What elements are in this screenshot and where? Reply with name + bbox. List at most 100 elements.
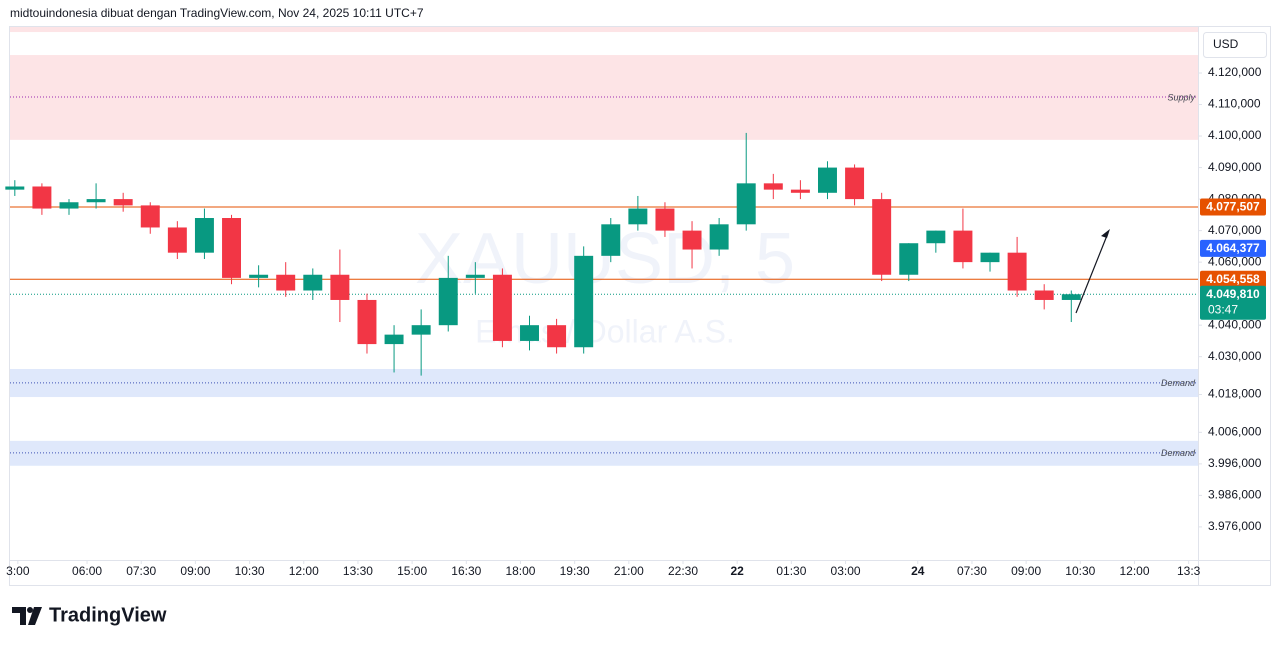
header: midtouindonesia dibuat dengan TradingVie… — [10, 6, 424, 20]
x-tick-label: 3:00 — [6, 564, 30, 578]
price-label-bg — [1200, 198, 1266, 216]
countdown: 03:47 — [1208, 302, 1238, 316]
y-tick-label: 4.018,000 — [1208, 387, 1262, 401]
zone-label: Supply — [1167, 92, 1195, 102]
x-tick-label: 10:30 — [1065, 564, 1095, 578]
y-tick-label: 4.100,000 — [1208, 128, 1262, 142]
candle-body — [384, 334, 404, 345]
zone — [10, 27, 1198, 33]
y-tick-label: 4.040,000 — [1208, 317, 1262, 331]
candle-body — [140, 205, 160, 228]
logo — [12, 607, 42, 625]
candle-body — [520, 325, 539, 341]
candle-body — [872, 199, 892, 275]
candle-body — [1007, 252, 1027, 291]
candle-body — [330, 274, 350, 300]
x-tick-label: 09:00 — [1011, 564, 1041, 578]
candle-body — [438, 277, 458, 326]
x-tick-label: 12:00 — [1119, 564, 1149, 578]
candle-body — [194, 218, 214, 253]
candle-body — [655, 208, 675, 231]
candle-body — [601, 224, 621, 256]
x-tick-label: 03:00 — [831, 564, 861, 578]
x-tick-label: 10:30 — [235, 564, 265, 578]
arrow-head — [1101, 229, 1110, 238]
candle-body — [222, 218, 242, 278]
candle-body — [303, 274, 323, 291]
candle-body — [628, 208, 648, 225]
logo-dot — [27, 607, 33, 613]
x-tick-label: 22 — [731, 564, 745, 578]
candle-body — [59, 202, 79, 209]
candle-body — [465, 274, 485, 278]
candle-body — [167, 227, 187, 253]
logo-mark — [28, 607, 42, 625]
x-tick-label: 24 — [911, 564, 925, 578]
brand: TradingView — [49, 604, 167, 626]
x-tick-label: 22:30 — [668, 564, 698, 578]
x-tick-label: 12:00 — [289, 564, 319, 578]
x-tick-label: 13:30 — [343, 564, 373, 578]
candle-body — [763, 183, 783, 190]
candle-body — [411, 325, 431, 335]
x-tick-label: 07:30 — [957, 564, 987, 578]
zone-label: Demand — [1161, 378, 1196, 388]
x-tick-label: 07:30 — [126, 564, 156, 578]
candle-body — [980, 252, 1000, 263]
x-tick-label: 18:00 — [505, 564, 535, 578]
candle-body — [86, 199, 106, 203]
candle-body — [249, 274, 269, 278]
y-tick-label: 4.090,000 — [1208, 160, 1262, 174]
x-tick-label: 09:00 — [180, 564, 210, 578]
candle-body — [1034, 290, 1054, 300]
x-tick-label: 06:00 — [72, 564, 102, 578]
price-label-bg — [1200, 285, 1266, 320]
candle-body — [682, 230, 702, 250]
price-label-bg — [1200, 270, 1266, 288]
watermark-description: Emas / Dollar A.S. — [475, 313, 735, 349]
candle-body — [113, 199, 133, 206]
candle-body — [736, 183, 756, 225]
candle-body — [5, 186, 25, 190]
candle-body — [357, 299, 377, 345]
candle-body — [926, 230, 946, 244]
price-label-bg — [1200, 239, 1266, 257]
candle-body — [1061, 294, 1081, 300]
candle-body — [709, 224, 729, 250]
frame — [9, 26, 1271, 586]
currency-button[interactable] — [1203, 32, 1267, 58]
candle-body — [818, 167, 837, 193]
currency[interactable]: USD — [1213, 37, 1239, 51]
candle-body — [32, 186, 52, 209]
candle-body — [790, 189, 810, 193]
arrow-line — [1075, 232, 1109, 314]
x-tick-label: 13:3 — [1177, 564, 1201, 578]
y-tick-label: 4.120,000 — [1208, 65, 1262, 79]
x-tick-label: 19:30 — [560, 564, 590, 578]
candle-body — [574, 255, 594, 348]
zone-label: Demand — [1161, 448, 1196, 458]
y-tick-label: 4.060,000 — [1208, 254, 1262, 268]
x-tick-label: 16:30 — [451, 564, 481, 578]
y-tick-label: 4.030,000 — [1208, 349, 1262, 363]
candle-body — [492, 274, 512, 341]
price-label: 4.049,810 — [1206, 287, 1260, 301]
candle-body — [845, 167, 865, 200]
y-tick-label: 3.976,000 — [1208, 519, 1262, 533]
x-tick-label: 15:00 — [397, 564, 427, 578]
y-tick-label: 3.986,000 — [1208, 488, 1262, 502]
y-tick-label: 4.110,000 — [1208, 97, 1261, 111]
y-tick-label: 4.070,000 — [1208, 223, 1262, 237]
logo-mark — [12, 607, 26, 625]
candle-body — [899, 243, 919, 275]
price-label: 4.054,558 — [1206, 272, 1260, 286]
x-tick-label: 21:00 — [614, 564, 644, 578]
price-label: 4.064,377 — [1206, 241, 1260, 255]
candle-body — [953, 230, 973, 263]
y-tick-label: 3.996,000 — [1208, 456, 1262, 470]
candle-body — [276, 274, 296, 291]
price-label: 4.077,507 — [1206, 200, 1260, 214]
x-tick-label: 01:30 — [776, 564, 806, 578]
